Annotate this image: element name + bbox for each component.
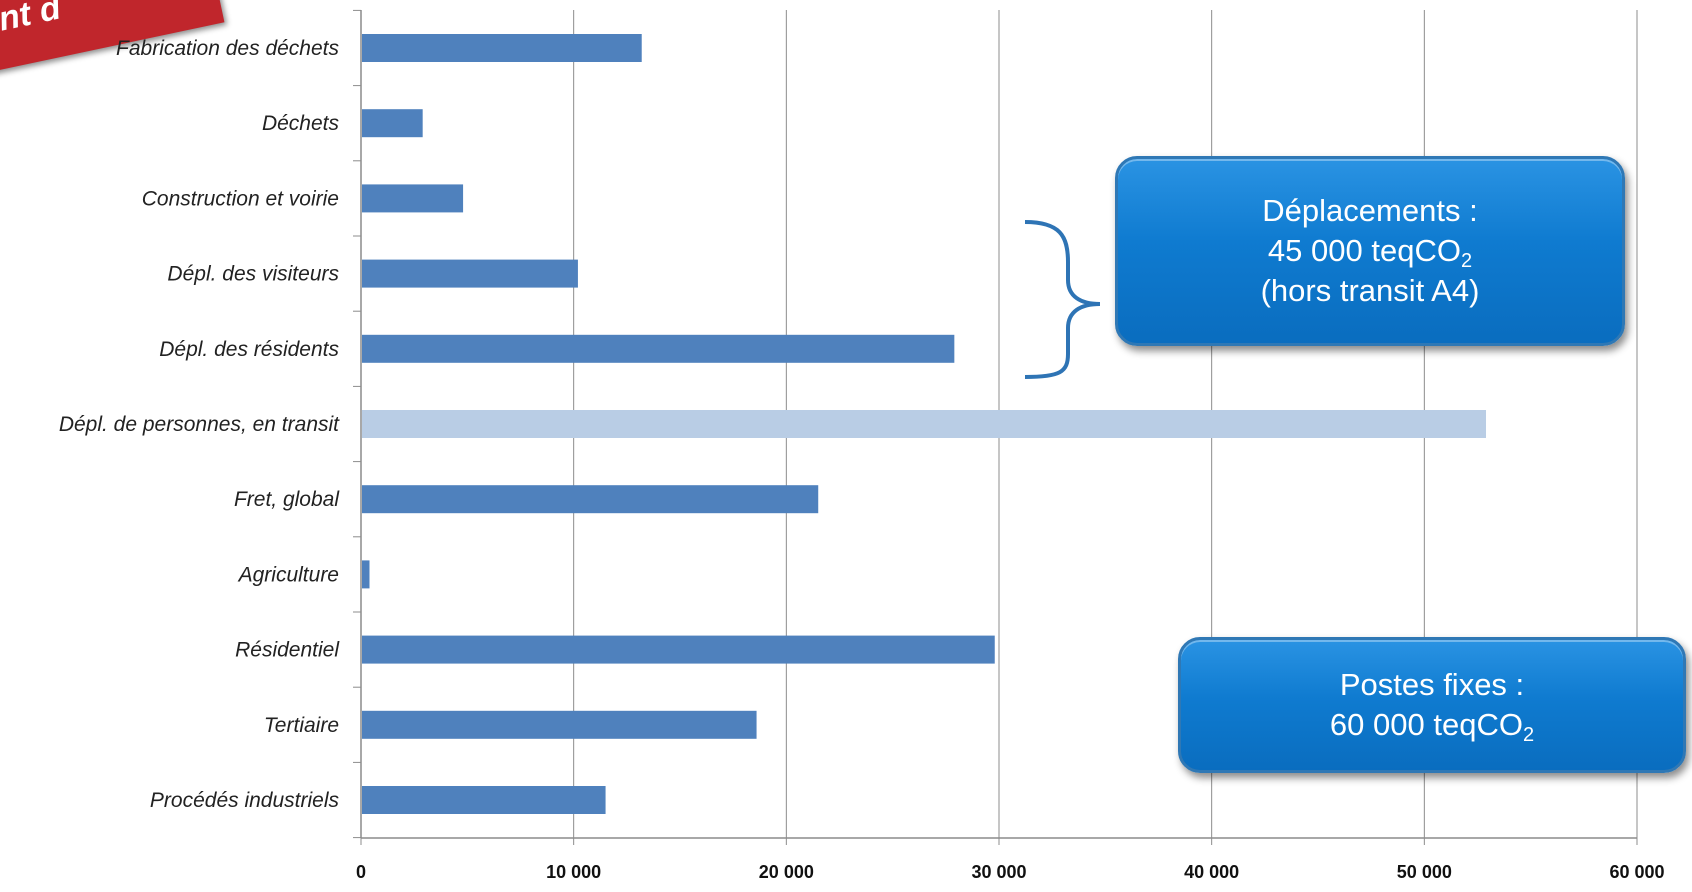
category-label: Fret, global xyxy=(234,488,340,511)
callout-postes-fixes: Postes fixes : 60 000 teqCO2 xyxy=(1178,637,1686,773)
bar xyxy=(362,259,578,288)
brace-depl xyxy=(1024,220,1101,379)
bar xyxy=(362,635,995,664)
x-tick-label: 50 000 xyxy=(1397,862,1452,882)
x-tick-label: 30 000 xyxy=(971,862,1026,882)
category-label: Tertiaire xyxy=(264,714,339,737)
x-tick-label: 0 xyxy=(356,862,366,882)
callout-deplacements: Déplacements : 45 000 teqCO2 (hors trans… xyxy=(1115,156,1625,346)
axes xyxy=(353,9,1638,845)
category-label: Construction et voirie xyxy=(142,187,339,210)
bar xyxy=(362,334,955,363)
category-label: Agriculture xyxy=(237,563,339,586)
bar xyxy=(362,410,1487,438)
bars xyxy=(362,34,1487,814)
x-tick-label: 60 000 xyxy=(1609,862,1664,882)
bar xyxy=(362,485,819,514)
callout-depl-line3: (hors transit A4) xyxy=(1260,273,1480,308)
category-labels: Fabrication des déchets Déchets Constructi… xyxy=(59,37,340,812)
tick-labels: 0 10 000 20 000 30 000 40 000 50 000 60 000 xyxy=(356,862,1665,882)
category-label: Dépl. des visiteurs xyxy=(167,263,339,286)
category-label: Résidentiel xyxy=(235,639,340,662)
x-tick-label: 10 000 xyxy=(546,862,601,882)
category-label: Dépl. de personnes, en transit xyxy=(59,413,340,436)
category-label: Dépl. des résidents xyxy=(159,338,339,361)
category-label: Procédés industriels xyxy=(150,789,340,812)
bar xyxy=(362,786,606,814)
bar xyxy=(362,560,370,589)
category-label: Fabrication des déchets xyxy=(116,37,339,60)
x-tick-label: 20 000 xyxy=(759,862,814,882)
callout-fixes-line1: Postes fixes : xyxy=(1339,667,1525,702)
bar xyxy=(362,710,757,739)
callout-fixes-line2: 60 000 teqCO2 xyxy=(1329,707,1535,746)
callout-depl-line2: 45 000 teqCO2 xyxy=(1267,233,1473,272)
x-tick-label: 40 000 xyxy=(1184,862,1239,882)
category-label: Déchets xyxy=(262,112,340,135)
bar xyxy=(362,184,464,213)
callout-depl-line1: Déplacements : xyxy=(1262,193,1478,228)
bar xyxy=(362,109,423,138)
bar xyxy=(362,34,642,62)
